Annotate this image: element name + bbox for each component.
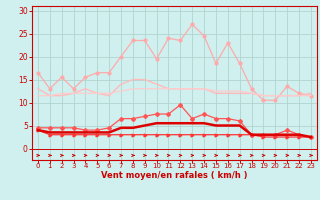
X-axis label: Vent moyen/en rafales ( km/h ): Vent moyen/en rafales ( km/h ) <box>101 171 248 180</box>
